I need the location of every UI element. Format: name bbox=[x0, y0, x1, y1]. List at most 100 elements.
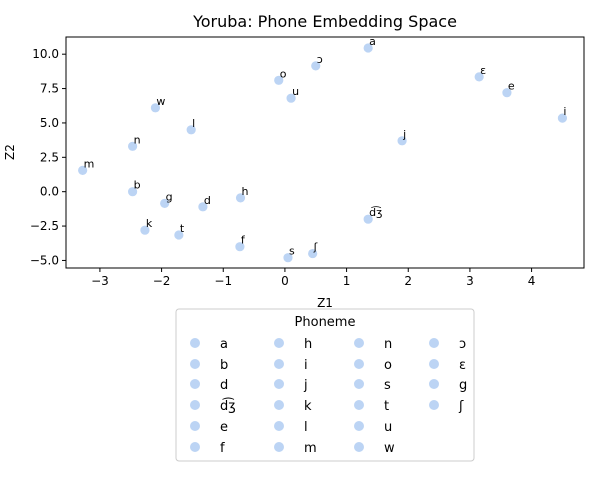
data-point bbox=[159, 197, 171, 209]
data-point-label: ɛ bbox=[480, 64, 486, 77]
legend-marker bbox=[429, 338, 439, 348]
legend-entry-label: a bbox=[220, 337, 228, 352]
y-tick-label: −5.0 bbox=[30, 253, 59, 267]
legend-frame bbox=[175, 308, 475, 462]
data-point bbox=[310, 60, 322, 72]
data-point bbox=[139, 224, 151, 236]
legend-marker bbox=[190, 359, 200, 369]
legend-marker bbox=[190, 338, 200, 348]
x-tick-label: 3 bbox=[466, 274, 474, 288]
y-tick-label: 7.5 bbox=[40, 82, 59, 96]
legend-title: Phoneme bbox=[295, 315, 356, 330]
legend-marker bbox=[274, 359, 284, 369]
legend-marker bbox=[274, 442, 284, 452]
y-tick-label: 0.0 bbox=[40, 185, 59, 199]
legend-marker bbox=[190, 442, 200, 452]
legend-marker bbox=[429, 359, 439, 369]
legend-entry-label: l bbox=[304, 420, 308, 435]
y-tick-label: −2.5 bbox=[30, 219, 59, 233]
legend-entry-label: i bbox=[304, 358, 308, 373]
y-tick-label: 10.0 bbox=[32, 47, 59, 61]
legend-marker bbox=[274, 338, 284, 348]
data-point-label: i bbox=[563, 105, 566, 118]
x-tick-label: 0 bbox=[281, 274, 289, 288]
legend-entry-label: n bbox=[384, 337, 392, 352]
x-tick-label: 2 bbox=[404, 274, 412, 288]
data-point-label: f bbox=[241, 234, 246, 247]
data-point bbox=[557, 112, 568, 124]
data-point-label: k bbox=[146, 217, 153, 230]
data-point bbox=[234, 241, 246, 253]
data-point-label: d͡ʒ bbox=[369, 206, 382, 219]
data-point bbox=[307, 248, 319, 259]
x-tick-label: 4 bbox=[528, 274, 536, 288]
data-point bbox=[473, 71, 485, 83]
legend-marker bbox=[354, 421, 364, 431]
data-point bbox=[150, 102, 161, 114]
legend-entry-label: d͡ʒ bbox=[220, 398, 236, 414]
legend-entry-label: m bbox=[304, 441, 317, 456]
data-point-label: g bbox=[166, 190, 173, 203]
data-point bbox=[273, 74, 285, 86]
data-point-label: h bbox=[242, 185, 249, 198]
legend-entry-label: k bbox=[304, 399, 312, 414]
legend-entry-label: b bbox=[220, 358, 228, 373]
data-point-label: a bbox=[369, 35, 376, 48]
legend-entry-label: d bbox=[220, 378, 228, 393]
legend-entry-label: o bbox=[384, 358, 392, 373]
x-tick-label: −2 bbox=[153, 274, 171, 288]
data-point-label: e bbox=[508, 80, 515, 93]
legend-marker bbox=[354, 338, 364, 348]
data-point bbox=[282, 252, 294, 264]
data-point bbox=[235, 192, 246, 204]
x-tick-label: 1 bbox=[343, 274, 351, 288]
data-point bbox=[127, 140, 139, 152]
legend-entry-label: j bbox=[303, 378, 308, 393]
legend-marker bbox=[354, 359, 364, 369]
data-point-label: t bbox=[180, 222, 185, 235]
legend-marker bbox=[190, 400, 200, 410]
data-point bbox=[127, 186, 139, 198]
data-point bbox=[501, 87, 513, 99]
data-point-label: o bbox=[280, 67, 287, 80]
data-point-label: j bbox=[402, 128, 406, 141]
plot-area: a ɔ ou ɛ e i w l n j m b h g d d͡ʒ k t f ʃ s bbox=[77, 35, 568, 264]
legend-marker bbox=[274, 400, 284, 410]
legend-marker bbox=[190, 379, 200, 389]
x-tick-label: −3 bbox=[91, 274, 109, 288]
data-point-label: u bbox=[292, 85, 299, 98]
legend-marker bbox=[274, 379, 284, 389]
data-point-label: s bbox=[289, 245, 295, 258]
data-point-label: l bbox=[192, 117, 195, 130]
legend-entry-label: s bbox=[384, 378, 391, 393]
data-point bbox=[362, 213, 374, 225]
legend-marker bbox=[190, 421, 200, 431]
data-point bbox=[77, 164, 89, 176]
legend-marker bbox=[354, 400, 364, 410]
y-tick-label: 2.5 bbox=[40, 150, 59, 164]
legend-entry-label: f bbox=[220, 441, 225, 456]
data-point bbox=[197, 201, 209, 213]
y-axis-title: Z2 bbox=[3, 144, 17, 160]
data-point-label: m bbox=[84, 157, 95, 170]
legend-marker bbox=[354, 379, 364, 389]
legend-marker bbox=[429, 379, 439, 389]
data-point bbox=[173, 229, 185, 241]
x-axis-title: Z1 bbox=[317, 296, 333, 310]
legend-entry-label: ɛ bbox=[459, 358, 466, 373]
legend-entry-label: e bbox=[220, 420, 228, 435]
legend-entry-label: w bbox=[384, 441, 395, 456]
data-point bbox=[362, 42, 374, 54]
data-point-label: d bbox=[204, 194, 211, 207]
legend-entry-label: u bbox=[384, 420, 392, 435]
chart-title: Yoruba: Phone Embedding Space bbox=[192, 12, 457, 31]
legend-entry-label: ʃ bbox=[458, 399, 464, 414]
legend-entry-label: g bbox=[459, 378, 467, 393]
data-point-label: n bbox=[134, 133, 141, 146]
data-point-label: ʃ bbox=[313, 241, 318, 254]
axes-frame bbox=[65, 36, 585, 269]
data-point-label: b bbox=[134, 179, 141, 192]
legend-entry-label: t bbox=[384, 399, 389, 414]
